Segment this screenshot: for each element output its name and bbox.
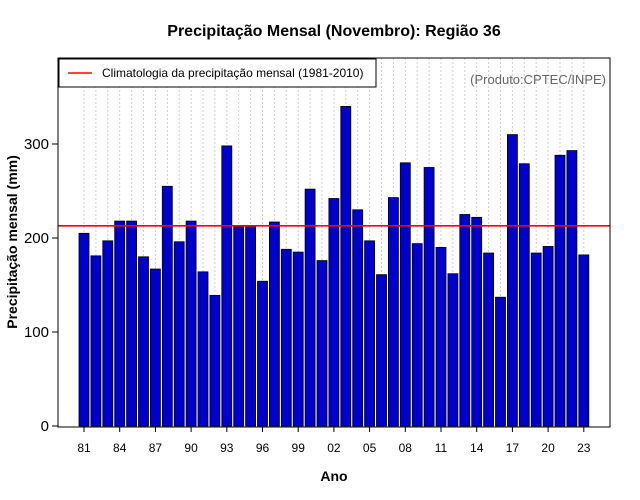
x-tick-label: 05: [363, 441, 377, 455]
bar-2007: [387, 197, 399, 427]
bar-2001: [316, 260, 328, 427]
bar-1985: [126, 220, 137, 427]
x-tick-label: 99: [292, 441, 306, 455]
bar-1995: [245, 225, 257, 427]
y-tick-label: 100: [24, 324, 49, 341]
bar-1994: [233, 226, 245, 427]
bar-2013: [459, 214, 471, 427]
x-tick-label: 81: [77, 441, 91, 455]
legend-box: [58, 58, 377, 88]
x-tick-label: 20: [541, 441, 555, 455]
bar-1989: [173, 241, 185, 427]
bar-2010: [423, 167, 435, 427]
bar-1997: [268, 221, 280, 427]
bar-2018: [518, 163, 530, 427]
y-axis: 0 100 200 300: [24, 136, 58, 435]
bar-1992: [209, 294, 221, 427]
bar-2008: [399, 162, 411, 427]
bar-1993: [221, 145, 233, 427]
x-tick-label: 02: [327, 441, 341, 455]
bar-2006: [376, 274, 387, 427]
bar-1981: [78, 232, 90, 427]
bar-1998: [280, 248, 292, 427]
x-tick-label: 08: [399, 441, 413, 455]
y-tick-label: 200: [24, 230, 49, 247]
bar-1986: [138, 256, 149, 427]
bar-2005: [364, 240, 376, 427]
credit-text: (Produto:CPTEC/INPE): [470, 72, 606, 87]
bar-2004: [352, 209, 364, 427]
bar-1987: [149, 268, 161, 427]
bar-2009: [411, 243, 423, 427]
x-tick-label: 90: [184, 441, 198, 455]
x-tick-label: 17: [506, 441, 520, 455]
y-tick-label: 300: [24, 136, 49, 153]
y-tick-label: 0: [41, 418, 49, 435]
bar-1984: [114, 220, 126, 427]
bar-2015: [483, 252, 495, 427]
bar-2000: [304, 188, 316, 427]
bar-1983: [102, 240, 114, 427]
bar-2022: [566, 150, 578, 427]
x-tick-label: 84: [113, 441, 127, 455]
x-axis-title: Ano: [320, 468, 347, 484]
bar-2019: [530, 252, 542, 427]
x-tick-label: 23: [577, 441, 591, 455]
x-tick-label: 11: [435, 441, 448, 455]
bar-2021: [554, 154, 566, 427]
bar-1996: [257, 280, 268, 427]
bar-2017: [506, 134, 518, 427]
bar-2011: [435, 246, 447, 427]
bar-2014: [471, 216, 483, 427]
x-tick-label: 93: [220, 441, 234, 455]
x-tick-label: 96: [256, 441, 270, 455]
chart-title: Precipitação Mensal (Novembro): Região 3…: [167, 23, 501, 40]
bar-1982: [90, 255, 102, 427]
bar-2016: [495, 296, 506, 427]
x-tick-label: 14: [470, 441, 484, 455]
legend-label: Climatologia da precipitação mensal (198…: [102, 66, 363, 80]
bar-1988: [161, 185, 173, 427]
bars: [78, 106, 590, 427]
x-axis: 81 84 87 90 93 96 99 02 05 08 11 14 17 20 23: [77, 427, 591, 455]
bar-1999: [292, 251, 304, 427]
y-axis-title: Precipitação mensal (mm): [4, 155, 20, 329]
bar-2023: [578, 254, 590, 427]
bar-1991: [197, 271, 209, 427]
bar-1990: [185, 220, 197, 427]
bar-2002: [328, 198, 340, 427]
bar-2003: [340, 106, 352, 427]
legend: Climatologia da precipitação mensal (198…: [58, 58, 377, 88]
bar-2020: [542, 246, 554, 427]
bar-2012: [447, 273, 459, 427]
x-tick-label: 87: [149, 441, 163, 455]
